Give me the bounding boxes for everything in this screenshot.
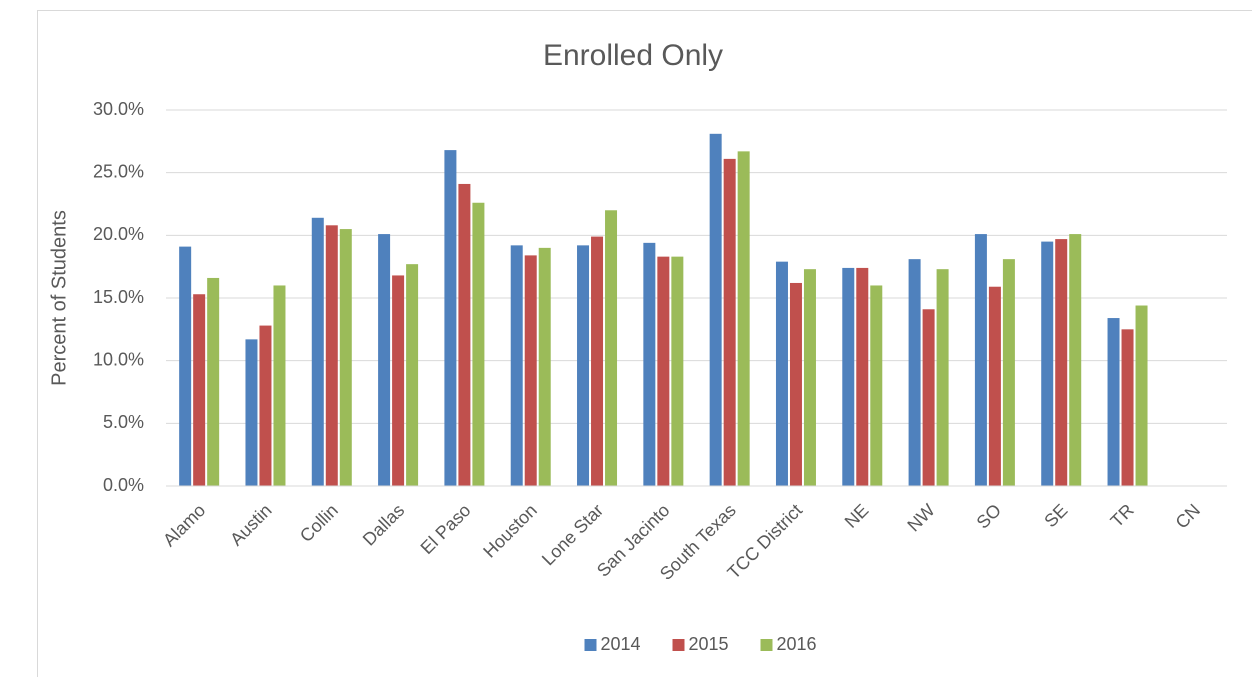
bar xyxy=(1069,234,1082,486)
bar xyxy=(1002,259,1015,486)
bar xyxy=(974,234,987,486)
legend-swatch xyxy=(672,639,685,651)
bar xyxy=(936,269,949,486)
bar xyxy=(524,255,537,486)
bar xyxy=(458,183,471,487)
y-tick-label: 15.0% xyxy=(93,287,144,307)
bar xyxy=(1107,318,1120,486)
bar xyxy=(988,286,1001,486)
bar xyxy=(179,246,192,486)
bar xyxy=(406,264,419,486)
bar xyxy=(245,339,258,486)
bar xyxy=(723,158,736,486)
bar xyxy=(577,245,590,486)
y-axis-label: Percent of Students xyxy=(48,210,70,386)
bar xyxy=(1055,239,1068,486)
legend-label: 2015 xyxy=(689,634,729,654)
legend-label: 2014 xyxy=(601,634,641,654)
bar xyxy=(325,225,338,486)
bar xyxy=(671,256,684,486)
bar xyxy=(908,259,921,486)
bar xyxy=(392,275,405,486)
legend-swatch xyxy=(760,639,773,651)
bar xyxy=(472,202,485,486)
y-tick-label: 5.0% xyxy=(103,412,144,432)
bar xyxy=(737,151,750,487)
bar xyxy=(922,309,935,486)
bar xyxy=(803,269,816,486)
bar xyxy=(538,247,551,486)
bar xyxy=(1121,329,1134,486)
bar xyxy=(273,285,286,486)
y-tick-label: 10.0% xyxy=(93,349,144,369)
bar xyxy=(657,256,670,486)
bar xyxy=(207,277,220,486)
bar xyxy=(709,133,722,486)
bar xyxy=(378,234,391,486)
bar xyxy=(789,282,802,486)
bar xyxy=(311,217,324,486)
bar xyxy=(856,267,869,486)
bar xyxy=(643,242,656,486)
bar xyxy=(259,325,272,486)
y-tick-label: 30.0% xyxy=(93,99,144,119)
bar xyxy=(193,294,206,486)
bar xyxy=(1041,241,1054,486)
y-tick-label: 20.0% xyxy=(93,224,144,244)
legend-swatch xyxy=(584,639,597,651)
bar xyxy=(591,236,604,486)
legend-label: 2016 xyxy=(777,634,817,654)
chart-title: Enrolled Only xyxy=(543,39,723,72)
bar xyxy=(1135,305,1148,486)
bar xyxy=(605,210,618,486)
bar xyxy=(842,267,855,486)
bar xyxy=(339,229,352,487)
bar xyxy=(444,150,457,486)
y-tick-label: 25.0% xyxy=(93,161,144,181)
bar xyxy=(870,285,883,486)
bar xyxy=(510,245,523,486)
bar xyxy=(775,261,788,486)
y-tick-label: 0.0% xyxy=(103,475,144,495)
